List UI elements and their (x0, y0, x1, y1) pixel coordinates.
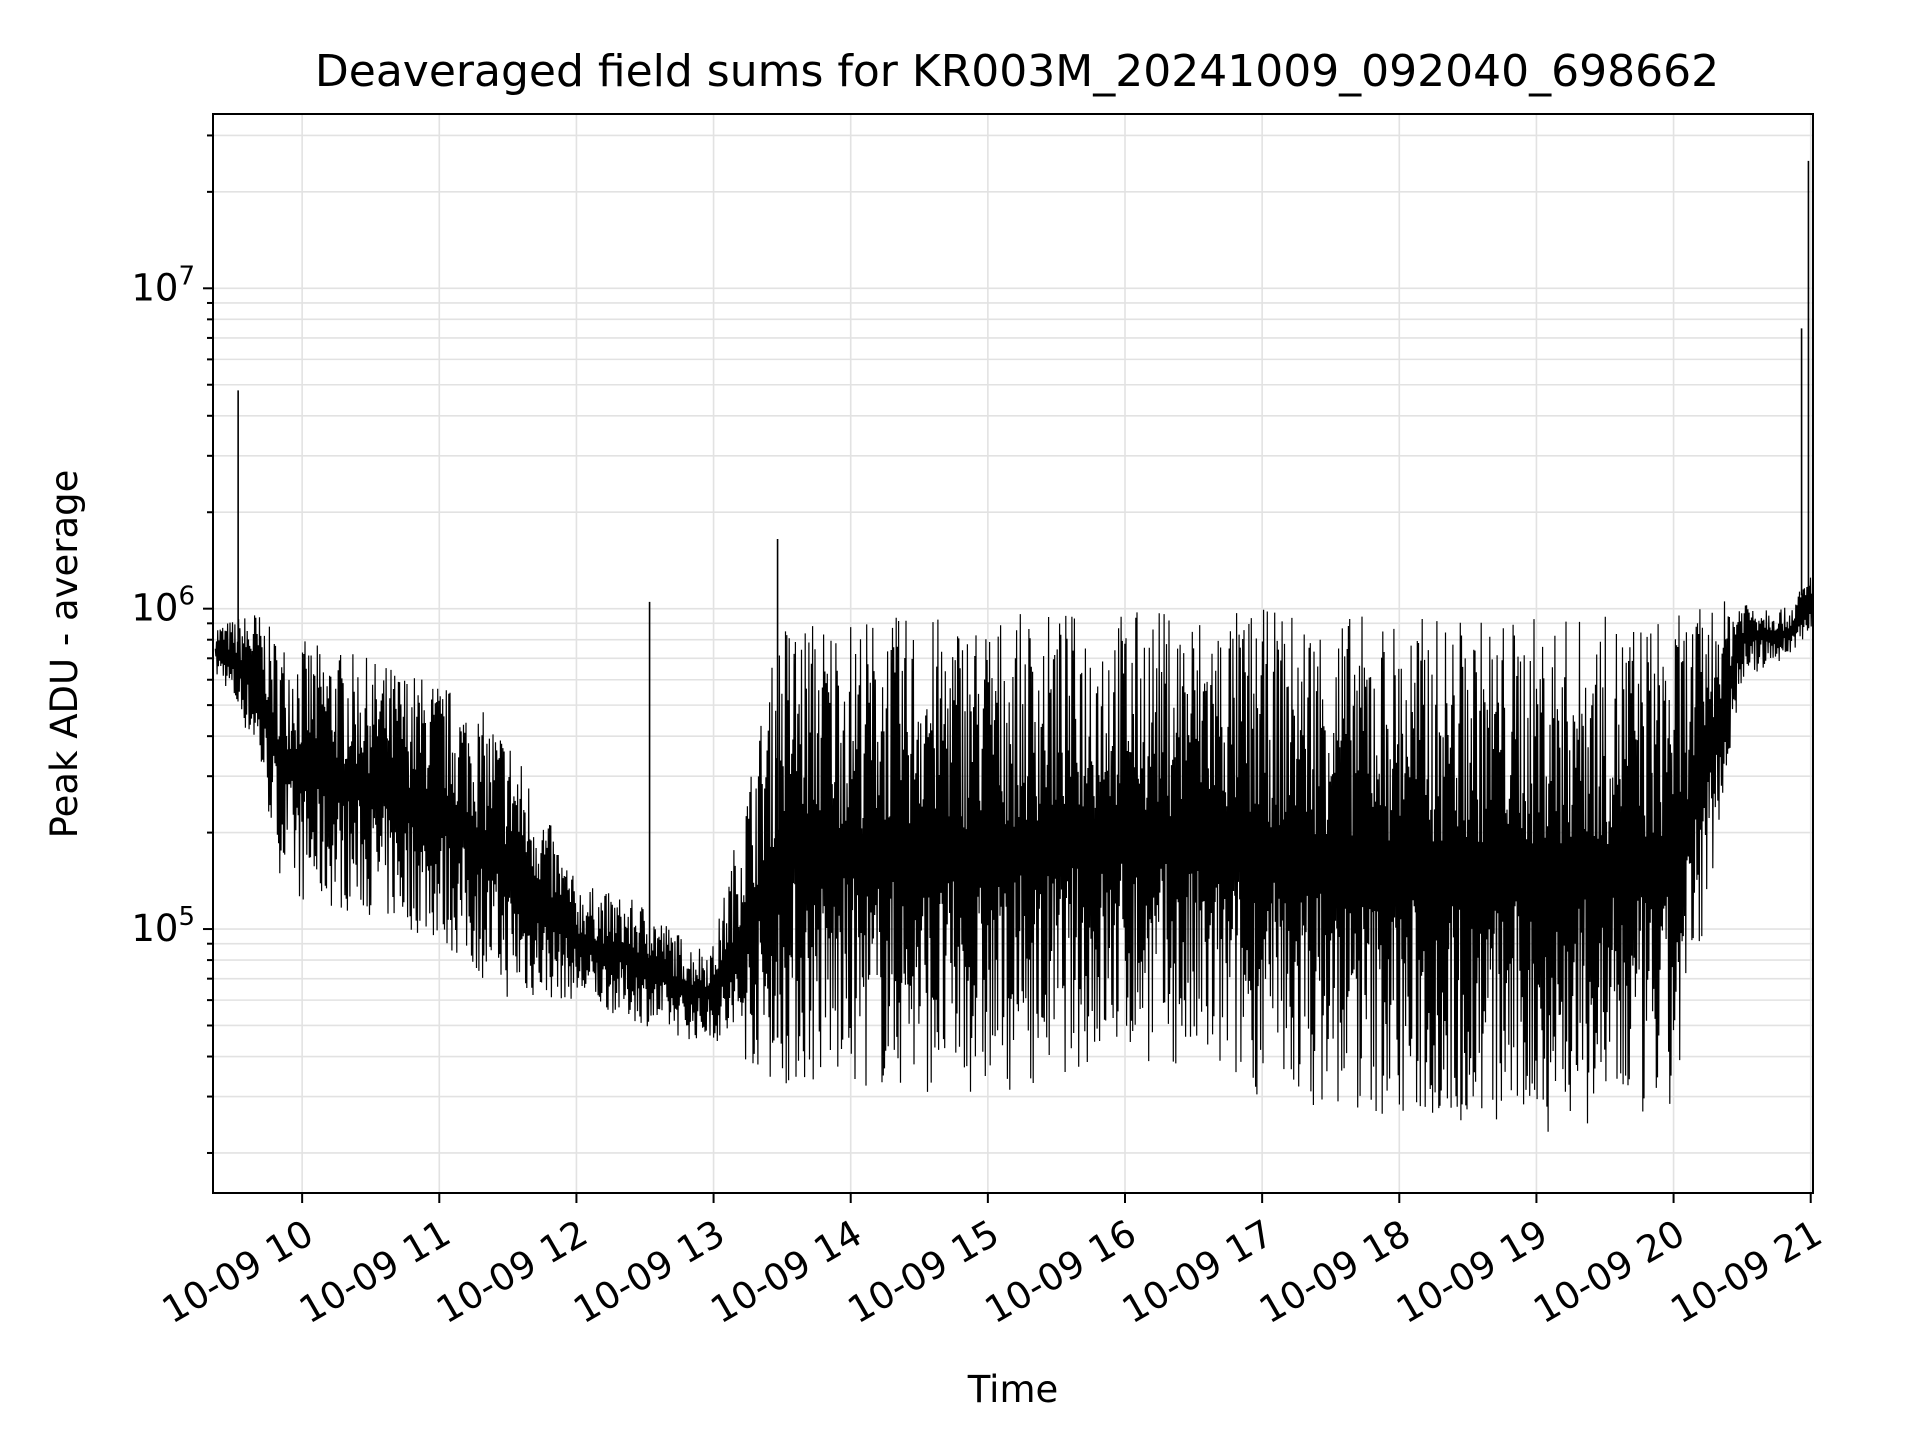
chart-title: Deaveraged field sums for KR003M_2024100… (315, 46, 1719, 97)
x-axis-label: Time (967, 1368, 1059, 1411)
y-tick-label: 107 (131, 261, 195, 309)
y-axis-label: Peak ADU - average (43, 470, 86, 839)
y-tick-label: 105 (131, 902, 195, 950)
plot-frame (212, 113, 1814, 1194)
y-tick-label: 106 (131, 582, 195, 630)
series-layer (214, 160, 1814, 1132)
series-line (214, 577, 1814, 1132)
